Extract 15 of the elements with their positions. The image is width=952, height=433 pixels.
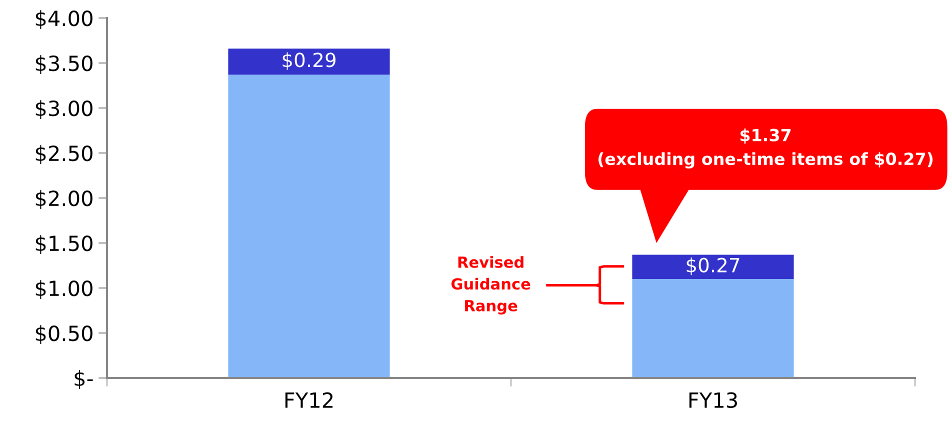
x-tick-label: FY13 (689, 392, 737, 408)
y-tick-label: $3.00 (36, 100, 92, 119)
annotation: Revised Guidance Range (451, 256, 530, 315)
y-tick-label: $4.00 (36, 10, 92, 29)
data-label: $0.27 (686, 257, 740, 276)
annotation: $1.37 (excluding one-time items of $0.27) (598, 128, 933, 168)
y-tick-label: $2.50 (36, 145, 92, 164)
y-tick-label: $3.50 (36, 55, 92, 74)
y-tick-label: $2.00 (36, 190, 92, 209)
data-label: $0.29 (282, 52, 336, 70)
y-tick-label: $- (74, 370, 93, 389)
y-tick-label: $1.00 (36, 280, 92, 299)
y-tick-label: $1.50 (36, 235, 92, 254)
x-tick-label: FY12 (285, 392, 333, 408)
y-tick-label: $0.50 (36, 325, 92, 344)
